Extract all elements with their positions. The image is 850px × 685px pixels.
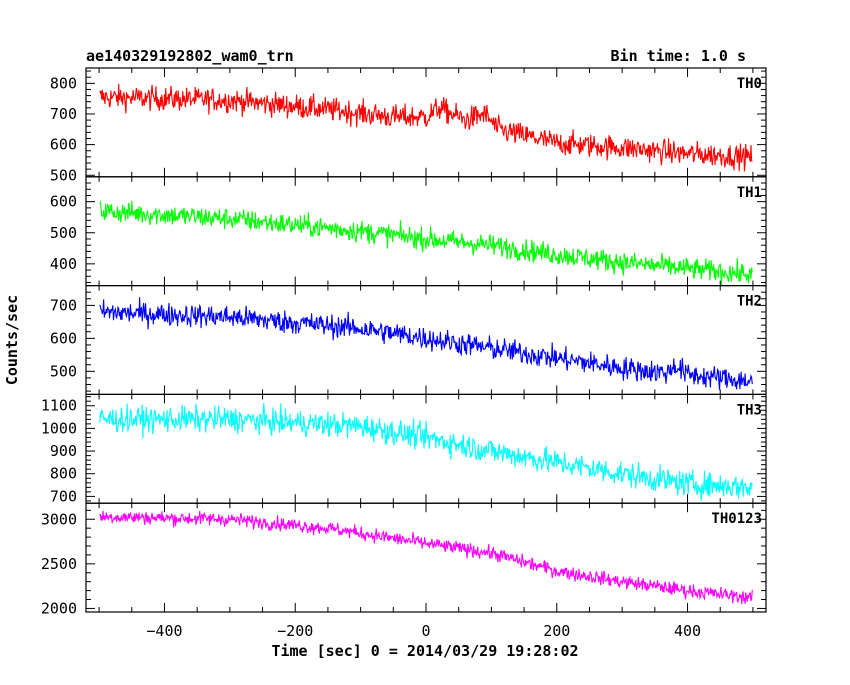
y-tick-label: 2500 bbox=[41, 555, 77, 573]
chart-title-left: ae140329192802_wam0_trn bbox=[86, 47, 294, 65]
y-axis-title: Counts/sec bbox=[3, 295, 21, 385]
y-tick-label: 500 bbox=[50, 224, 77, 242]
panel-label-th0123: TH0123 bbox=[711, 511, 762, 527]
x-tick-label: 0 bbox=[421, 622, 430, 640]
panel-th2: 500 600 700 TH2 bbox=[50, 285, 767, 396]
panel-frame bbox=[85, 393, 767, 504]
y-tick-label: 1000 bbox=[41, 419, 77, 437]
panel-th1: 400 500 600 TH1 bbox=[50, 176, 767, 287]
y-tick-label: 900 bbox=[50, 442, 77, 460]
y-tick-label: 2000 bbox=[41, 599, 77, 617]
y-tick-label: 800 bbox=[50, 74, 77, 92]
series-th0123 bbox=[99, 510, 753, 605]
y-tick-label: 700 bbox=[50, 296, 77, 314]
y-tick-label: 700 bbox=[50, 487, 77, 505]
y-tick-label: 600 bbox=[50, 193, 77, 211]
x-axis-title: Time [sec] 0 = 2014/03/29 19:28:02 bbox=[271, 642, 578, 660]
y-tick-label: 500 bbox=[50, 166, 77, 184]
y-tick-label: 500 bbox=[50, 362, 77, 380]
panel-th0123: 2000 2500 3000 TH0123 bbox=[41, 502, 767, 617]
y-tick-label: 1100 bbox=[41, 397, 77, 415]
series-th1 bbox=[99, 199, 753, 286]
panel-th0: 500 600 700 800 TH0 bbox=[50, 67, 767, 184]
x-tick-label: 400 bbox=[674, 622, 701, 640]
panels-group: 500 600 700 800 TH0 400 500 600 TH1 500 600 700 TH2 7… bbox=[41, 67, 767, 640]
y-tick-label: 400 bbox=[50, 255, 77, 273]
y-tick-label: 600 bbox=[50, 329, 77, 347]
series-th2 bbox=[99, 297, 753, 391]
y-tick-label: 3000 bbox=[41, 510, 77, 528]
panel-label-th3: TH3 bbox=[737, 402, 762, 418]
y-tick-label: 800 bbox=[50, 465, 77, 483]
x-tick-label: −400 bbox=[146, 622, 182, 640]
series-th0 bbox=[99, 83, 753, 172]
panel-label-th2: TH2 bbox=[737, 294, 762, 310]
x-tick-label: 200 bbox=[543, 622, 570, 640]
panel-label-th0: TH0 bbox=[737, 76, 762, 92]
y-tick-label: 700 bbox=[50, 105, 77, 123]
panel-label-th1: TH1 bbox=[737, 185, 762, 201]
x-tick-label: −200 bbox=[277, 622, 313, 640]
y-tick-label: 600 bbox=[50, 136, 77, 154]
chart-title-right: Bin time: 1.0 s bbox=[611, 47, 746, 65]
series-th3 bbox=[99, 402, 753, 501]
panel-th3: 700 800 900 1000 1100 TH3 bbox=[41, 393, 767, 505]
